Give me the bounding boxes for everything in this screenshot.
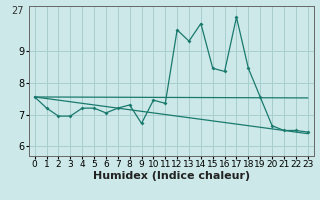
Text: 27: 27: [12, 6, 24, 16]
X-axis label: Humidex (Indice chaleur): Humidex (Indice chaleur): [92, 171, 250, 181]
